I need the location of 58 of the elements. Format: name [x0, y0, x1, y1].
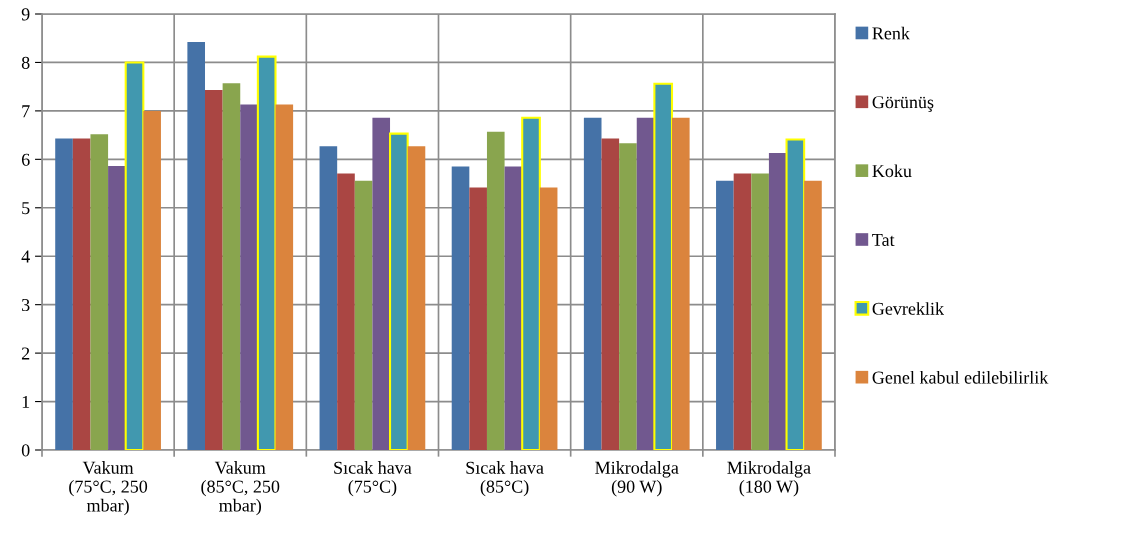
legend-label: Görünüş — [872, 96, 934, 112]
bar — [143, 110, 161, 450]
bar — [636, 117, 655, 450]
bar — [337, 173, 355, 450]
bar — [539, 187, 558, 450]
bar — [372, 117, 391, 450]
bar — [389, 132, 409, 450]
bar — [521, 116, 541, 450]
bar — [187, 42, 206, 450]
bar — [486, 131, 505, 450]
bar — [716, 180, 734, 450]
bar — [222, 83, 241, 450]
y-tick-label: 1 — [22, 395, 30, 408]
bar — [256, 55, 277, 450]
bar — [275, 104, 294, 450]
bar — [733, 173, 752, 450]
y-tick-label: 3 — [22, 298, 30, 312]
x-tick-label: Mikrodalga (90 W) — [595, 461, 679, 497]
bar — [354, 180, 373, 450]
legend-label: Tat — [872, 233, 895, 246]
y-tick-label: 5 — [22, 202, 30, 215]
y-tick-label: 2 — [21, 347, 30, 360]
bar — [583, 117, 602, 450]
y-tick-label: 7 — [22, 105, 30, 118]
bar — [504, 166, 523, 450]
bar — [240, 104, 258, 450]
bar — [785, 138, 806, 450]
y-tick-label: 0 — [21, 444, 30, 457]
bar — [671, 117, 690, 450]
bar — [804, 180, 822, 450]
bar — [108, 166, 126, 450]
x-tick-label: Sıcak hava (75°C) — [334, 461, 412, 497]
x-tick-label: Vakum (75°C, 250 mbar) — [69, 461, 148, 516]
y-tick-label: 6 — [21, 153, 30, 166]
legend-label: Gevreklik — [872, 302, 945, 315]
y-tick-label: 4 — [21, 250, 30, 263]
legend-label: Genel kabul edilebilirlik — [872, 370, 1049, 384]
bar — [55, 138, 73, 450]
bar — [653, 82, 674, 450]
bar — [619, 143, 637, 450]
bar — [601, 138, 620, 450]
bar — [751, 173, 769, 450]
x-tick-label: Vakum (85°C, 250 mbar) — [201, 461, 280, 516]
x-tick-label: Sıcak hava (85°C) — [466, 461, 544, 497]
bar — [205, 90, 223, 450]
bar — [124, 61, 145, 450]
legend-label: Renk — [872, 26, 910, 40]
bar — [407, 146, 426, 450]
x-tick-label: Mikrodalga (180 W) — [727, 461, 811, 497]
bar — [90, 134, 109, 450]
bar — [768, 153, 787, 450]
legend-label: Koku — [872, 164, 912, 178]
bar — [72, 138, 91, 450]
y-tick-label: 9 — [21, 8, 30, 21]
bar — [469, 187, 487, 450]
bar — [319, 146, 338, 450]
y-tick-label: 8 — [21, 56, 30, 69]
bar — [451, 166, 470, 450]
